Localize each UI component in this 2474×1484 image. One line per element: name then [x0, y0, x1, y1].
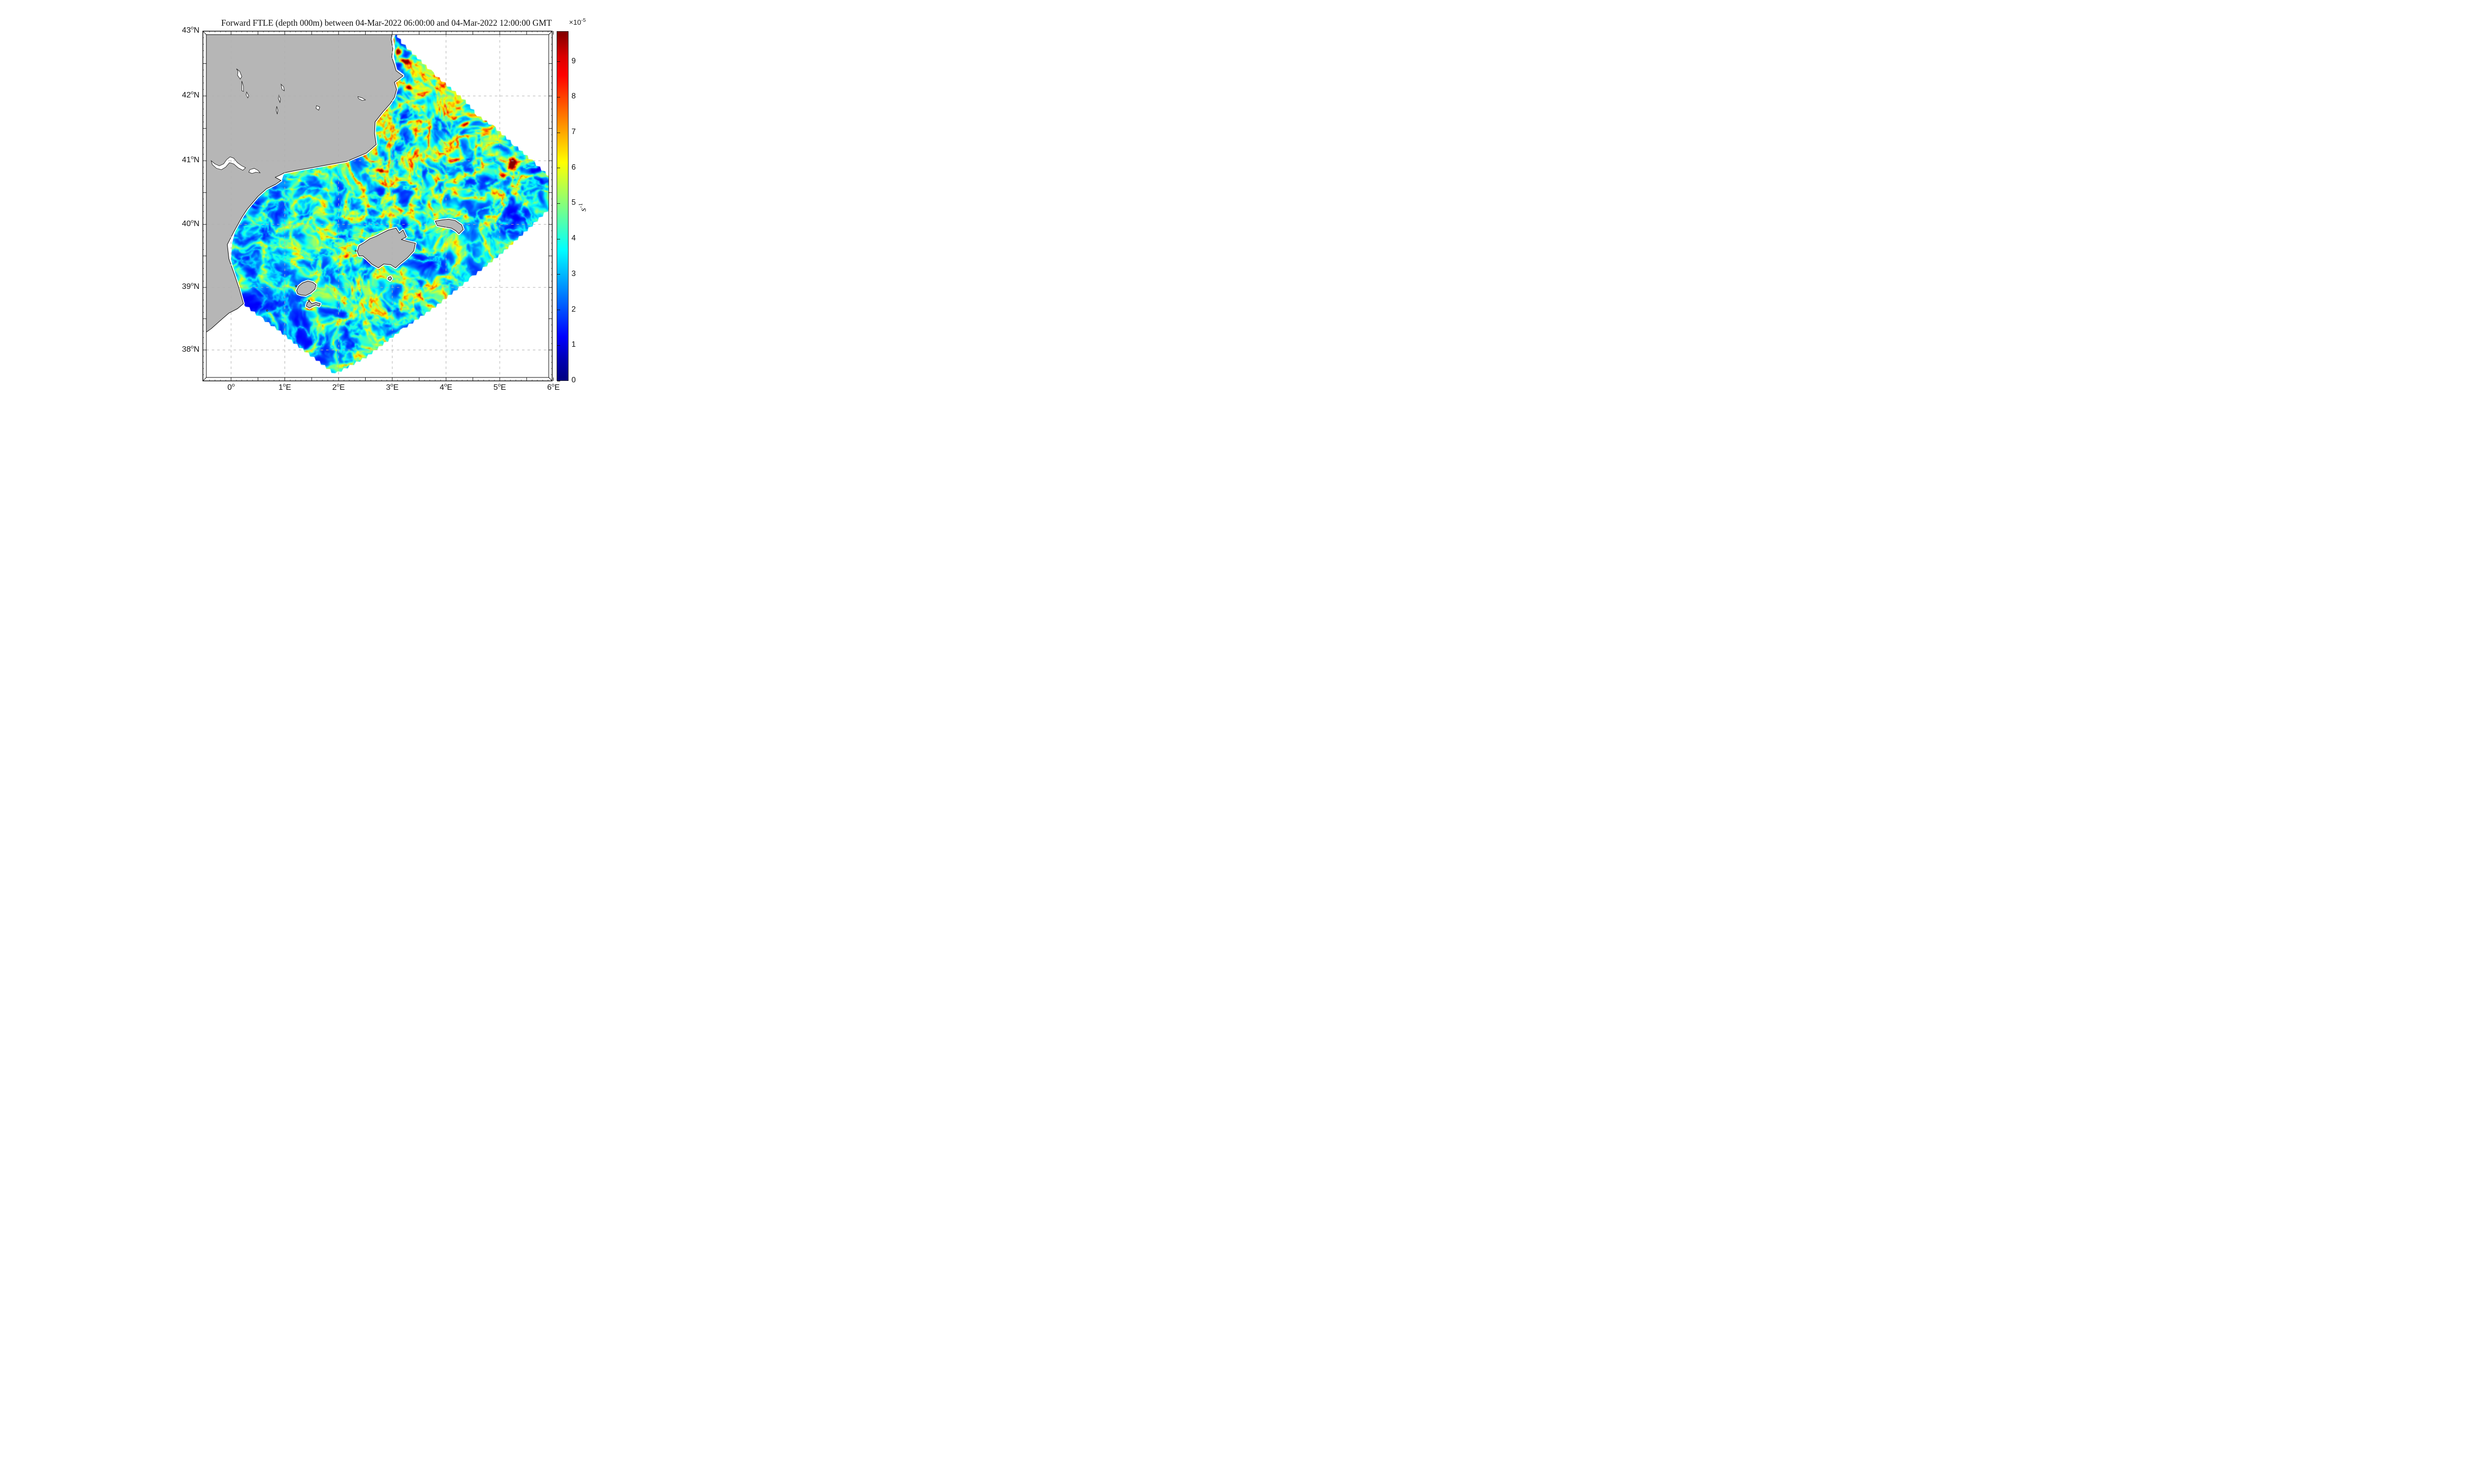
map-frame-outer [202, 31, 553, 381]
colorbar-unit-exponent: -1 [577, 203, 584, 208]
colorbar-tick-label-7: 7 [571, 128, 576, 137]
islet-3 [266, 309, 268, 312]
colorbar-tick-label-9: 9 [571, 56, 576, 65]
y-tick-label-40: 40oN [182, 218, 199, 228]
y-tick-label-42: 42oN [182, 90, 199, 99]
colorbar-tick-mark-9 [557, 61, 560, 62]
colorbar-unit-label: s-1 [577, 203, 588, 212]
colorbar-tick-label-5: 5 [571, 198, 576, 207]
y-tick-label-43: 43oN [182, 25, 199, 35]
lake-7 [357, 96, 366, 101]
frame-corner-bevels [202, 31, 553, 381]
x-tick-label-3: 3oE [386, 382, 399, 392]
colorbar-tick-label-2: 2 [571, 305, 576, 314]
island-formentera [306, 301, 321, 309]
islet-0 [355, 250, 357, 252]
colorbar-tick-label-6: 6 [571, 163, 576, 172]
colorbar-tick-mark-5 [557, 203, 560, 204]
colorbar-tick-label-3: 3 [571, 269, 576, 278]
island-mallorca [357, 228, 416, 269]
colorbar-tick-label-8: 8 [571, 92, 576, 101]
map-frame-inner [206, 34, 549, 378]
lake-8 [210, 156, 246, 171]
colorbar-tick-mark-1 [557, 345, 560, 346]
lake-9 [248, 168, 261, 174]
colorbar-tick-mark-3 [557, 274, 560, 275]
lake-0 [236, 68, 242, 80]
colorbar-tick-label-1: 1 [571, 340, 576, 349]
colorbar-tick-label-0: 0 [571, 376, 576, 384]
y-tick-label-38: 38oN [182, 344, 199, 354]
lake-3 [281, 84, 285, 92]
x-tick-label-6: 6oE [547, 382, 560, 392]
plot-title: Forward FTLE (depth 000m) between 04-Mar… [221, 18, 552, 28]
y-tick-label-39: 39oN [182, 281, 199, 291]
island-ibiza [296, 280, 317, 296]
colorbar-multiplier-exponent: -5 [581, 17, 586, 24]
ftle-map-figure: Forward FTLE (depth 000m) between 04-Mar… [0, 0, 760, 427]
colorbar-multiplier-label: ×10-5 [569, 17, 586, 27]
spain-coastline [206, 35, 403, 332]
spain-france-landmass [206, 35, 403, 332]
lake-5 [276, 106, 278, 114]
islet-1 [295, 285, 297, 287]
island-cabrera [387, 276, 392, 281]
x-tick-label-2: 2oE [332, 382, 345, 392]
lake-2 [245, 91, 249, 98]
x-tick-label-4: 4oE [439, 382, 453, 392]
lake-4 [278, 94, 281, 103]
x-tick-label-1: 1oE [278, 382, 291, 392]
map-layers [202, 31, 554, 381]
lake-1 [241, 81, 244, 92]
islet-2 [308, 299, 310, 302]
x-tick-label-5: 5oE [493, 382, 506, 392]
lake-6 [316, 105, 320, 111]
island-menorca [434, 219, 464, 234]
x-tick-label-0: 0o [227, 382, 235, 392]
colorbar-tick-label-4: 4 [571, 234, 576, 243]
colorbar [557, 31, 569, 381]
y-tick-label-41: 41oN [182, 154, 199, 164]
